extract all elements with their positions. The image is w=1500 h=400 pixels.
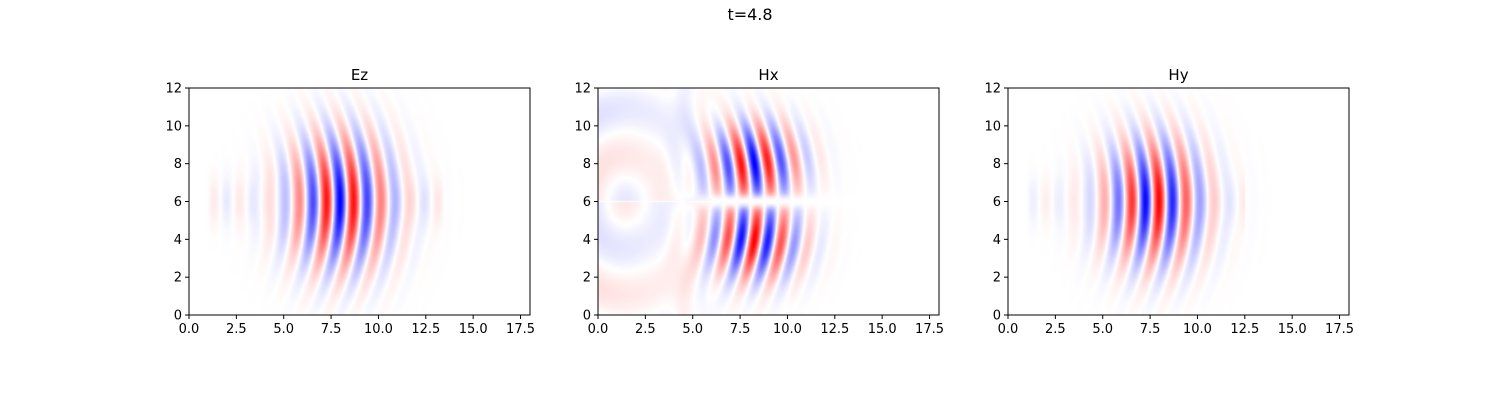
x-tick-label: 12.5: [411, 322, 440, 337]
y-tick-label: 2: [583, 271, 591, 286]
x-tick-label: 0.0: [179, 322, 200, 337]
x-tick-label: 0.0: [588, 322, 609, 337]
y-tick-label: 10: [984, 119, 1001, 134]
y-tick-label: 2: [174, 271, 182, 286]
x-tick-label: 7.5: [730, 322, 751, 337]
y-tick-label: 0: [993, 309, 1001, 324]
x-tick-label: 5.0: [1092, 322, 1113, 337]
y-tick-label: 6: [174, 195, 182, 210]
y-tick-label: 8: [583, 157, 591, 172]
subplot-title-ez: Ez: [351, 66, 368, 84]
y-tick-label: 4: [993, 233, 1001, 248]
x-tick-label: 10.0: [773, 322, 802, 337]
y-tick-label: 12: [984, 82, 1001, 97]
y-tick-label: 2: [993, 271, 1001, 286]
y-tick-label: 0: [583, 309, 591, 324]
heatmap-ez: [189, 88, 530, 315]
x-tick-label: 2.5: [1045, 322, 1066, 337]
x-tick-label: 15.0: [1278, 322, 1307, 337]
x-tick-label: 7.5: [1140, 322, 1161, 337]
x-tick-label: 5.0: [682, 322, 703, 337]
y-tick-label: 12: [574, 82, 591, 97]
x-tick-label: 15.0: [868, 322, 897, 337]
figure-suptitle: t=4.8: [727, 5, 772, 24]
y-tick-label: 0: [174, 309, 182, 324]
x-tick-label: 10.0: [1183, 322, 1212, 337]
y-tick-label: 10: [165, 119, 182, 134]
x-tick-label: 12.5: [1230, 322, 1259, 337]
x-tick-label: 15.0: [459, 322, 488, 337]
y-tick-label: 6: [993, 195, 1001, 210]
y-tick-label: 12: [165, 82, 182, 97]
subplot-title-hy: Hy: [1168, 66, 1188, 84]
x-tick-label: 10.0: [364, 322, 393, 337]
y-tick-label: 4: [174, 233, 182, 248]
x-tick-label: 2.5: [635, 322, 656, 337]
y-tick-label: 10: [574, 119, 591, 134]
x-tick-label: 12.5: [820, 322, 849, 337]
x-tick-label: 17.5: [506, 322, 535, 337]
subplot-title-hx: Hx: [758, 66, 778, 84]
y-tick-label: 4: [583, 233, 591, 248]
y-tick-label: 8: [174, 157, 182, 172]
heatmap-hx: [598, 88, 939, 315]
subplot-hx: Hx 0.0 2.5 5.0 7.5 10.0 12.5 15.0 17.5 0 2 4 6 8 10 12: [574, 66, 944, 337]
subplot-hy: Hy 0.0 2.5 5.0 7.5 10.0 12.5 15.0 17.5 0 2 4 6 8 10 12: [984, 66, 1354, 337]
heatmap-hy: [1008, 88, 1349, 315]
y-tick-label: 6: [583, 195, 591, 210]
x-tick-label: 17.5: [1325, 322, 1354, 337]
x-tick-label: 7.5: [321, 322, 342, 337]
x-tick-label: 17.5: [915, 322, 944, 337]
x-tick-label: 5.0: [273, 322, 294, 337]
x-tick-label: 2.5: [226, 322, 247, 337]
subplot-ez: Ez 0.0 2.5 5.0 7.5 10.0 12.5 15.0 17.5 0 2 4 6 8 10 12: [165, 66, 535, 337]
x-tick-label: 0.0: [998, 322, 1019, 337]
y-tick-label: 8: [993, 157, 1001, 172]
